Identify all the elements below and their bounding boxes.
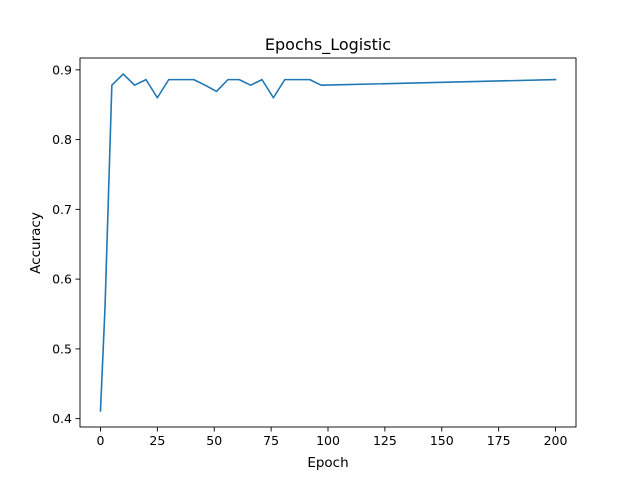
series-line-0: [99, 73, 557, 412]
y-tick-label: 0.8: [52, 132, 72, 147]
y-axis-label: Accuracy: [28, 212, 44, 274]
x-tick-label: 200: [544, 433, 568, 448]
x-tick-label: 0: [97, 433, 105, 448]
x-tick-label: 150: [430, 433, 454, 448]
y-axis-ticks: 0.4 0.5 0.6 0.7 0.8 0.9: [52, 62, 80, 426]
chart-title: Epochs_Logistic: [265, 35, 391, 55]
y-tick-label: 0.4: [52, 411, 72, 426]
x-axis-ticks: 0 25 50 75 100 125 150 175 200: [97, 427, 568, 448]
x-tick-label: 125: [373, 433, 397, 448]
y-tick-label: 0.7: [52, 202, 72, 217]
x-tick-label: 175: [487, 433, 511, 448]
y-tick-label: 0.6: [52, 272, 72, 287]
x-tick-label: 50: [206, 433, 222, 448]
y-tick-label: 0.5: [52, 341, 72, 356]
x-tick-label: 100: [316, 433, 340, 448]
x-axis-label: Epoch: [307, 455, 348, 471]
x-tick-label: 75: [263, 433, 279, 448]
x-tick-label: 25: [149, 433, 165, 448]
y-tick-label: 0.9: [52, 62, 72, 77]
